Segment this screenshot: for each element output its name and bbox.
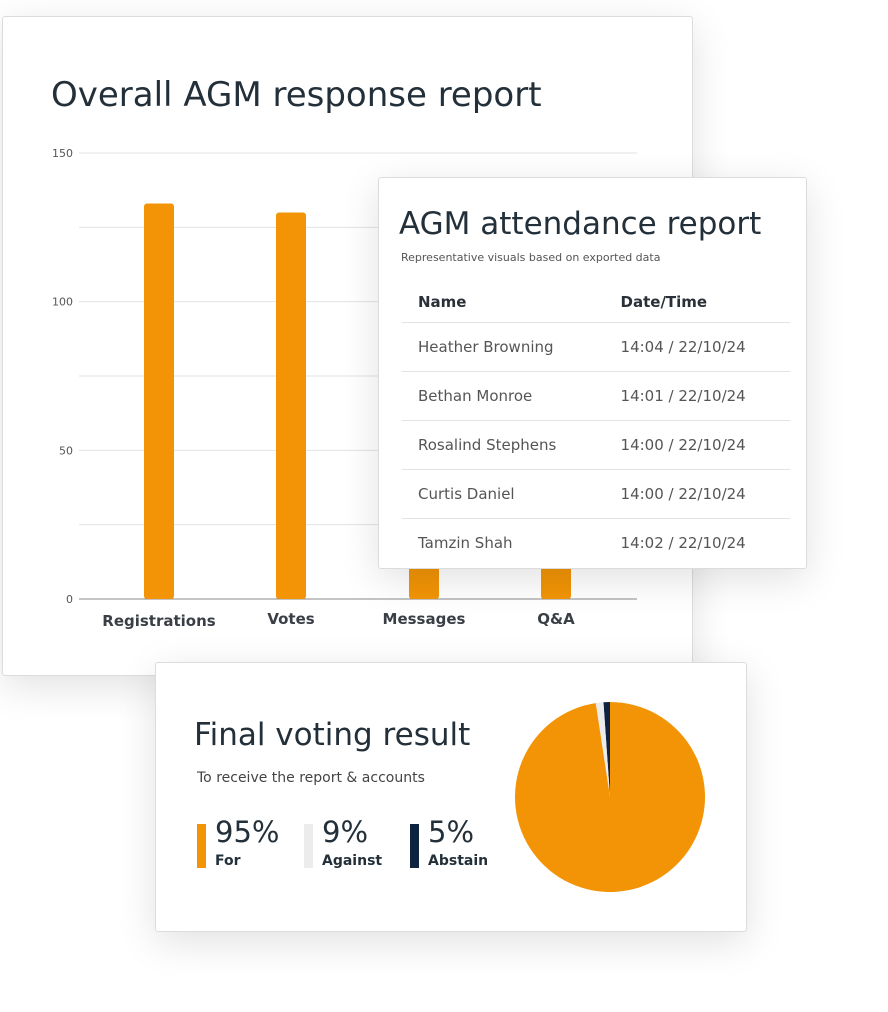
table-row: Rosalind Stephens 14:00 / 22/10/24 [402,420,790,470]
legend-label: For [215,853,241,869]
attendance-title: AGM attendance report [399,206,762,242]
table-row: Tamzin Shah 14:02 / 22/10/24 [402,519,790,568]
legend-pct: 95% [215,815,280,849]
voting-result-card: Final voting result To receive the repor… [155,662,747,932]
attendance-subtitle: Representative visuals based on exported… [401,251,661,264]
pie-slice-abstain [603,702,610,797]
pie-chart [515,702,705,892]
x-tick-label: Messages [383,610,466,628]
legend-swatch [197,824,206,868]
legend-pct: 5% [428,815,475,849]
pie-slice-against [595,702,610,797]
bar-registrations [144,203,174,599]
cell-datetime: 14:00 / 22/10/24 [604,420,790,470]
legend-label: Abstain [428,853,489,869]
x-tick-label: Votes [267,610,314,628]
cell-name: Bethan Monroe [402,371,605,421]
voting-subtitle: To receive the report & accounts [197,770,425,786]
table-row: Heather Browning 14:04 / 22/10/24 [402,322,790,372]
cell-name: Curtis Daniel [402,469,605,519]
voting-title: Final voting result [194,717,471,753]
cell-name: Rosalind Stephens [402,420,605,470]
cell-datetime: 14:02 / 22/10/24 [620,534,746,552]
legend-label: Against [322,853,383,869]
table-row: Curtis Daniel 14:00 / 22/10/24 [402,469,790,519]
legend-swatch [304,824,313,868]
attendance-report-card: AGM attendance report Representative vis… [378,177,807,569]
attendance-table: Name Date/Time Heather Browning 14:04 / 2… [402,282,790,567]
header-name: Name [402,282,605,323]
y-tick-label: 50 [59,444,73,457]
cell-datetime: 14:00 / 22/10/24 [604,469,790,519]
cell-datetime: 14:01 / 22/10/24 [604,371,790,421]
cell-datetime: 14:04 / 22/10/24 [604,322,790,372]
y-tick-label: 150 [52,147,73,160]
x-tick-label: Q&A [537,610,575,628]
header-datetime: Date/Time [604,282,790,323]
cell-name: Tamzin Shah [418,534,513,552]
legend-pct: 9% [322,815,369,849]
y-tick-label: 100 [52,296,73,309]
bar-votes [276,212,306,599]
cell-name: Heather Browning [402,322,605,372]
y-tick-label: 0 [66,593,73,606]
x-tick-label: Registrations [102,612,216,630]
legend-swatch [410,824,419,868]
table-row: Bethan Monroe 14:01 / 22/10/24 [402,371,790,421]
chart-title: Overall AGM response report [51,75,542,115]
pie-slice-for [515,702,705,892]
